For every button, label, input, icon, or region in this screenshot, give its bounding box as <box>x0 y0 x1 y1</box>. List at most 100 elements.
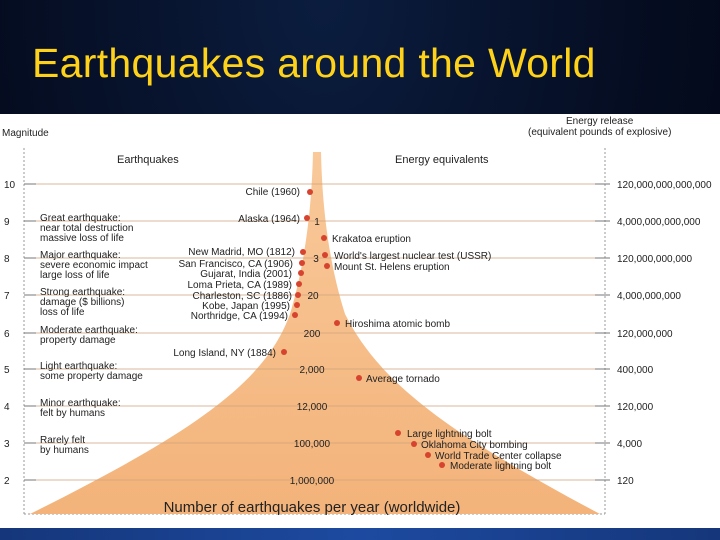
desc-strong-1: Strong earthquake: <box>40 287 125 298</box>
energy-label-4: 4,000,000,000 <box>617 291 681 302</box>
magnitude-label-3: 3 <box>4 439 10 450</box>
energy-label-8: 4,000 <box>617 439 642 450</box>
frequency-label-1000000: 1,000,000 <box>290 476 335 487</box>
bottom-accent-bar <box>0 528 720 540</box>
quake-label-northridge: Northridge, CA (1994) <box>191 311 288 322</box>
magnitude-tick-7: 4 120,000 <box>4 402 654 413</box>
slide-title: Earthquakes around the World <box>32 40 596 86</box>
magnitude-tick-6: 5 400,000 <box>4 365 654 376</box>
energy-dot-krakatoa <box>321 235 327 241</box>
quake-label-alaska: Alaska (1964) <box>238 214 300 225</box>
energy-label-large-lightning: Large lightning bolt <box>407 429 492 440</box>
quake-dot-northridge <box>292 312 298 318</box>
energy-label-hiroshima: Hiroshima atomic bomb <box>345 319 450 330</box>
energy-label-tornado: Average tornado <box>366 374 440 385</box>
quake-label-san-francisco: San Francisco, CA (1906) <box>179 259 294 270</box>
desc-great-1: Great earthquake: <box>40 213 121 224</box>
quake-label-chile: Chile (1960) <box>246 187 300 198</box>
frequency-label-3: 3 <box>313 254 319 265</box>
energy-dot-moderate-lightning <box>439 462 445 468</box>
energy-axis-title-line2: (equivalent pounds of explosive) <box>528 127 671 138</box>
magnitude-label-5: 5 <box>4 365 10 376</box>
quake-label-long-island: Long Island, NY (1884) <box>173 348 276 359</box>
quake-dot-kobe <box>294 302 300 308</box>
energy-label-6: 400,000 <box>617 365 654 376</box>
quake-dot-loma-prieta <box>296 281 302 287</box>
energy-label-nuclear-test: World's largest nuclear test (USSR) <box>334 251 491 262</box>
earthquake-diagram: Magnitude Energy release (equivalent pou… <box>2 116 712 516</box>
desc-major-1: Major earthquake: <box>40 250 121 261</box>
energy-label-krakatoa: Krakatoa eruption <box>332 234 411 245</box>
magnitude-tick-5: 6 120,000,000 <box>4 329 673 340</box>
frequency-label-20: 20 <box>307 291 319 302</box>
desc-major-2: severe economic impact <box>40 260 148 271</box>
diagram-panel: Magnitude Energy release (equivalent pou… <box>0 114 720 528</box>
desc-major-3: large loss of life <box>40 270 110 281</box>
energy-label-1: 120,000,000,000,000 <box>617 180 712 191</box>
energy-equivalents-heading: Energy equivalents <box>395 154 489 166</box>
energy-dot-tornado <box>356 375 362 381</box>
desc-light-1: Light earthquake: <box>40 361 117 372</box>
quake-label-gujarat: Gujarat, India (2001) <box>200 269 292 280</box>
energy-dot-hiroshima <box>334 320 340 326</box>
energy-label-9: 120 <box>617 476 634 487</box>
magnitude-label-7: 7 <box>4 291 10 302</box>
desc-moderate-2: property damage <box>40 335 116 346</box>
quake-dot-chile <box>307 189 313 195</box>
frequency-label-200: 200 <box>304 329 321 340</box>
quake-label-charleston: Charleston, SC (1886) <box>193 291 293 302</box>
desc-minor-2: felt by humans <box>40 408 105 419</box>
energy-label-2: 4,000,000,000,000 <box>617 217 701 228</box>
magnitude-tick-3: 8 120,000,000,000 <box>4 254 693 265</box>
earthquakes-heading: Earthquakes <box>117 154 179 166</box>
desc-rare-2: by humans <box>40 445 89 456</box>
quake-dot-gujarat <box>298 270 304 276</box>
quake-dot-long-island <box>281 349 287 355</box>
quake-dot-new-madrid <box>300 249 306 255</box>
bottom-axis-label: Number of earthquakes per year (worldwid… <box>164 499 461 516</box>
quake-label-loma-prieta: Loma Prieta, CA (1989) <box>188 280 293 291</box>
energy-dot-st-helens <box>324 263 330 269</box>
quake-label-kobe: Kobe, Japan (1995) <box>202 301 290 312</box>
frequency-label-12000: 12,000 <box>297 402 328 413</box>
quake-dot-san-francisco <box>299 260 305 266</box>
energy-dot-nuclear-test <box>322 252 328 258</box>
desc-minor-1: Minor earthquake: <box>40 398 121 409</box>
magnitude-axis-title: Magnitude <box>2 128 49 139</box>
magnitude-tick-2: 9 4,000,000,000,000 <box>4 217 701 228</box>
frequency-label-100000: 100,000 <box>294 439 331 450</box>
desc-great-3: massive loss of life <box>40 233 124 244</box>
desc-moderate-1: Moderate earthquake: <box>40 325 138 336</box>
magnitude-tick-8: 3 4,000 <box>4 439 642 450</box>
energy-label-st-helens: Mount St. Helens eruption <box>334 262 450 273</box>
energy-dot-large-lightning <box>395 430 401 436</box>
magnitude-label-10: 10 <box>4 180 16 191</box>
desc-rare-1: Rarely felt <box>40 435 85 446</box>
magnitude-tick-1: 10 120,000,000,000,000 <box>4 180 712 191</box>
energy-label-5: 120,000,000 <box>617 329 673 340</box>
energy-label-oklahoma: Oklahoma City bombing <box>421 440 528 451</box>
frequency-label-2000: 2,000 <box>299 365 324 376</box>
magnitude-label-6: 6 <box>4 329 10 340</box>
energy-dot-wtc <box>425 452 431 458</box>
energy-label-wtc: World Trade Center collapse <box>435 451 562 462</box>
energy-label-3: 120,000,000,000 <box>617 254 693 265</box>
quake-label-new-madrid: New Madrid, MO (1812) <box>188 247 295 258</box>
magnitude-tick-4: 7 4,000,000,000 <box>4 291 681 302</box>
magnitude-label-9: 9 <box>4 217 10 228</box>
energy-dot-oklahoma <box>411 441 417 447</box>
desc-great-2: near total destruction <box>40 223 133 234</box>
magnitude-label-8: 8 <box>4 254 10 265</box>
quake-dot-alaska <box>304 215 310 221</box>
desc-strong-2: damage ($ billions) <box>40 297 125 308</box>
energy-label-moderate-lightning: Moderate lightning bolt <box>450 461 551 472</box>
desc-light-2: some property damage <box>40 371 143 382</box>
frequency-label-1: 1 <box>314 217 320 228</box>
quake-dot-charleston <box>295 292 301 298</box>
energy-axis-title-line1: Energy release <box>566 116 634 127</box>
energy-label-7: 120,000 <box>617 402 654 413</box>
magnitude-label-2: 2 <box>4 476 10 487</box>
magnitude-tick-9: 2 120 <box>4 476 634 487</box>
magnitude-label-4: 4 <box>4 402 10 413</box>
desc-strong-3: loss of life <box>40 307 85 318</box>
